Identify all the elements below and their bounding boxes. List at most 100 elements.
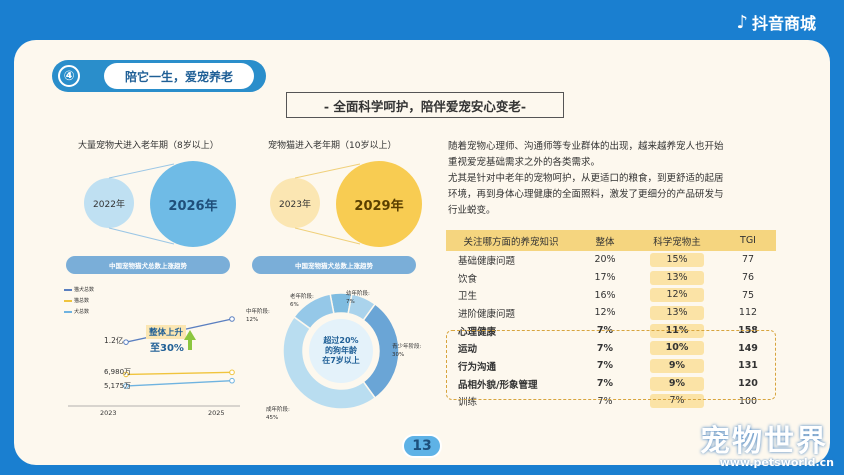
data-point bbox=[229, 377, 235, 384]
col-header-overall: 整体 bbox=[576, 230, 634, 251]
cell-topic: 进阶健康问题 bbox=[458, 308, 516, 320]
table-row: 品相外貌/形象管理 7% 9% 120 bbox=[446, 375, 776, 393]
table-row: 卫生 16% 12% 75 bbox=[446, 286, 776, 304]
cell-sci: 7% bbox=[634, 393, 720, 411]
data-point bbox=[229, 316, 235, 322]
para-line: 尤其是针对中老年的宠物呵护，从更适口的粮食，到更舒适的起居 bbox=[448, 173, 724, 184]
table-row: 行为沟通 7% 9% 131 bbox=[446, 357, 776, 375]
intro-paragraph: 随着宠物心理师、沟通师等专业群体的出现，越来越养宠人也开始 重视爱宠基础需求之外… bbox=[448, 139, 778, 219]
cell-overall: 16% bbox=[594, 289, 616, 301]
label-cat: 6,980万 bbox=[104, 368, 132, 376]
cell-overall: 7% bbox=[596, 342, 614, 354]
callout-pct: 至30% bbox=[150, 343, 184, 354]
dog-year-from-circle: 2022年 bbox=[84, 178, 134, 228]
center-line: 的狗年龄 bbox=[325, 346, 357, 355]
table-row: 运动 7% 10% 149 bbox=[446, 339, 776, 357]
cell-topic: 卫生 bbox=[458, 291, 478, 303]
cell-topic: 基础健康问题 bbox=[458, 255, 516, 267]
cell-topic: 心理健康 bbox=[458, 326, 497, 338]
table-row: 进阶健康问题 12% 13% 112 bbox=[446, 304, 776, 322]
para-line: 重视爱宠基础需求之外的各类需求。 bbox=[448, 157, 601, 168]
sci-value: 15% bbox=[650, 252, 704, 267]
cat-stat-label: 宠物猫进入老年期（10岁以上） bbox=[268, 141, 397, 151]
legend-item: 猫犬总数 bbox=[64, 285, 94, 296]
age-donut-chart bbox=[282, 292, 400, 410]
table-row: 心理健康 7% 11% 158 bbox=[446, 322, 776, 340]
sci-value: 9% bbox=[650, 358, 704, 373]
cell-overall: 7% bbox=[596, 378, 614, 390]
donut-label-young: 幼年阶段: 7% bbox=[346, 291, 370, 305]
arrow-up-icon bbox=[184, 330, 196, 340]
callout-text: 整体上升 bbox=[146, 325, 187, 339]
cat-connector bbox=[294, 163, 361, 245]
dog-stat-label: 大量宠物犬进入老年期（8岁以上） bbox=[78, 141, 219, 151]
cell-sci: 9% bbox=[634, 357, 720, 375]
sci-value: 12% bbox=[650, 288, 704, 303]
dog-connector bbox=[108, 163, 175, 245]
col-header-sci: 科学宠物主 bbox=[634, 230, 720, 251]
donut-chart-title: 中国宠物猫犬总数上涨趋势 bbox=[252, 256, 416, 274]
label-total: 1.2亿 bbox=[104, 336, 124, 345]
section-title: 陪它一生，爱宠养老 bbox=[104, 63, 254, 89]
donut-label-teen: 青少年阶段: 30% bbox=[392, 344, 422, 358]
music-note-icon: ♪ bbox=[736, 11, 748, 33]
cell-tgi: 120 bbox=[738, 378, 758, 390]
cell-tgi: 149 bbox=[738, 342, 758, 354]
cell-sci: 15% bbox=[634, 251, 720, 269]
data-point bbox=[123, 383, 129, 389]
arrow-up-shaft bbox=[188, 340, 192, 350]
sci-value: 10% bbox=[650, 341, 704, 356]
donut-label-old: 老年阶段: 6% bbox=[290, 294, 314, 308]
cell-tgi: 158 bbox=[738, 325, 758, 337]
brand-name: 抖音商城 bbox=[751, 14, 816, 33]
donut-label-middle: 中年阶段: 12% bbox=[246, 309, 270, 323]
cell-sci: 9% bbox=[634, 375, 720, 393]
cell-overall: 17% bbox=[594, 272, 616, 284]
cell-sci: 13% bbox=[634, 304, 720, 322]
cell-tgi: 131 bbox=[738, 360, 758, 372]
trend-line-chart bbox=[68, 316, 240, 407]
cat-year-from-circle: 2023年 bbox=[270, 178, 320, 228]
col-header-topic: 关注哪方面的养宠知识 bbox=[446, 230, 576, 251]
legend-item: 猫总数 bbox=[64, 296, 94, 307]
donut-slice bbox=[282, 315, 377, 410]
center-line: 超过20% bbox=[323, 336, 359, 345]
sci-value: 13% bbox=[650, 270, 704, 285]
cell-topic: 品相外貌/形象管理 bbox=[458, 379, 538, 391]
donut-center-text: 超过20% 的狗年龄 在7岁以上 bbox=[308, 336, 374, 366]
para-line: 环境，再到身体心理健康的全面照料，激发了更细分的产品研发与 bbox=[448, 189, 724, 200]
sci-value: 13% bbox=[650, 305, 704, 320]
cell-overall: 20% bbox=[594, 254, 616, 266]
table-row: 饮食 17% 13% 76 bbox=[446, 269, 776, 287]
sci-value: 11% bbox=[650, 323, 704, 338]
data-point bbox=[229, 369, 235, 376]
data-point bbox=[123, 371, 129, 378]
data-point bbox=[123, 339, 129, 345]
cell-topic: 饮食 bbox=[458, 273, 478, 285]
table-header-row: 关注哪方面的养宠知识 整体 科学宠物主 TGI bbox=[446, 230, 776, 251]
legend-item: 犬总数 bbox=[64, 307, 94, 318]
dog-year-to-circle: 2026年 bbox=[150, 161, 236, 247]
section-number: ④ bbox=[58, 65, 80, 87]
table-row: 训练 7% 7% 100 bbox=[446, 393, 776, 411]
para-line: 随着宠物心理师、沟通师等专业群体的出现，越来越养宠人也开始 bbox=[448, 141, 724, 152]
cell-tgi: 77 bbox=[741, 254, 755, 266]
donut-center bbox=[309, 319, 373, 383]
cell-overall: 7% bbox=[597, 395, 613, 407]
watermark-url: www.petsworld.cn bbox=[719, 456, 834, 469]
page-banner: - 全面科学呵护，陪伴爱宠安心变老- bbox=[286, 92, 564, 118]
cell-overall: 7% bbox=[596, 360, 614, 372]
cell-tgi: 75 bbox=[741, 289, 755, 301]
watermark-text: 宠物世界 bbox=[700, 424, 828, 459]
cell-tgi: 100 bbox=[738, 395, 758, 407]
donut-slice bbox=[293, 293, 335, 330]
page-number: 13 bbox=[402, 434, 442, 458]
donut-label-adult: 成年阶段: 45% bbox=[266, 407, 290, 421]
series-line bbox=[125, 380, 233, 387]
cell-tgi: 112 bbox=[738, 307, 758, 319]
label-dog: 5,175万 bbox=[104, 382, 132, 390]
trend-legend: 猫犬总数 猫总数 犬总数 bbox=[64, 285, 94, 318]
sci-value: 7% bbox=[650, 394, 704, 409]
cell-topic: 运动 bbox=[458, 344, 478, 356]
x-tick-end: 2025 bbox=[208, 409, 225, 417]
